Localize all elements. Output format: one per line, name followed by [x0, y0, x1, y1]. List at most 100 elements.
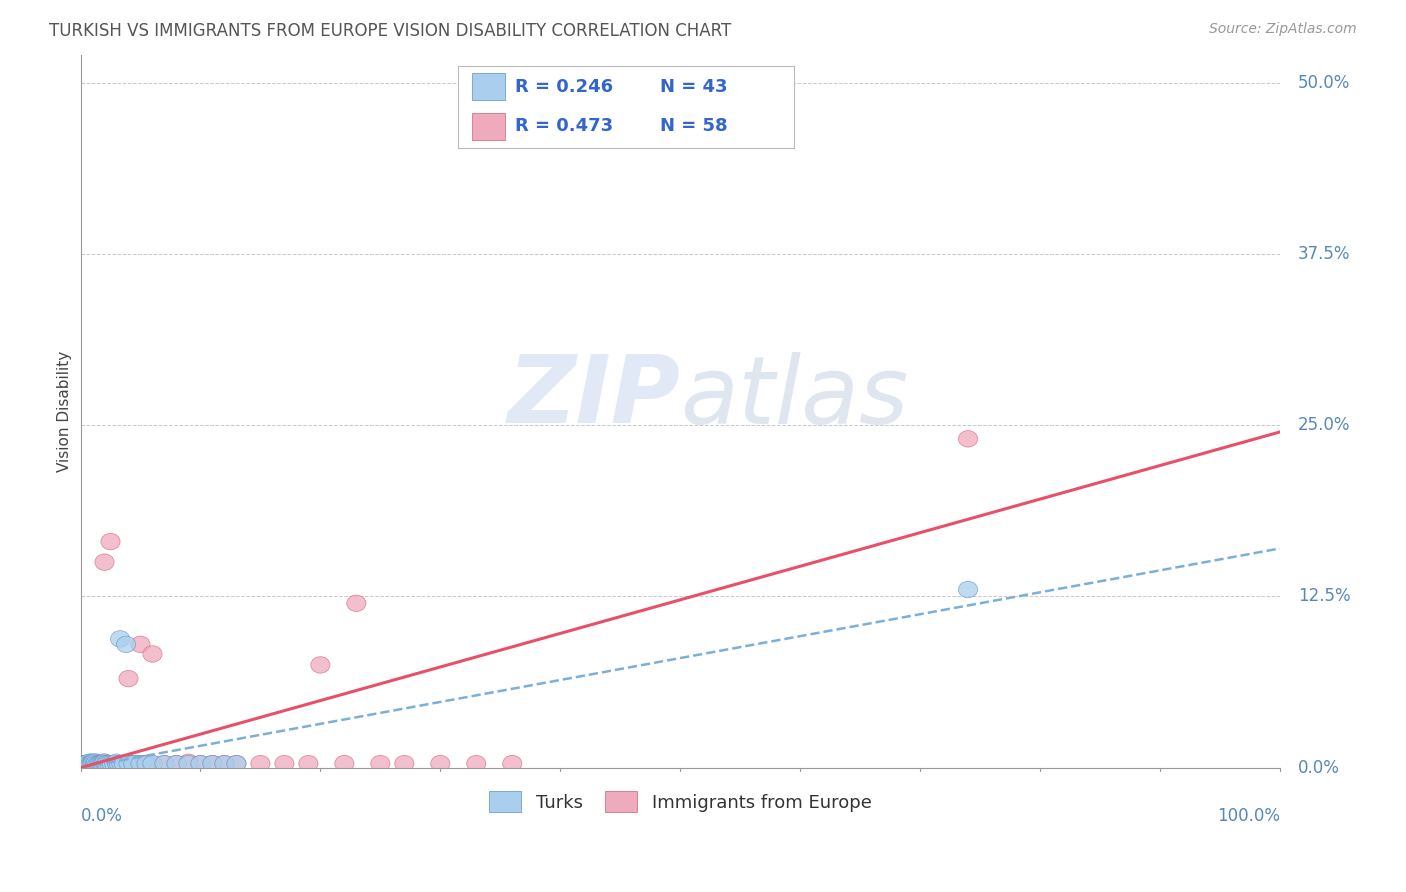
Ellipse shape: [395, 756, 413, 772]
Ellipse shape: [215, 756, 233, 772]
Ellipse shape: [143, 756, 162, 772]
Ellipse shape: [79, 754, 98, 771]
Ellipse shape: [127, 756, 145, 772]
Ellipse shape: [191, 756, 209, 772]
Ellipse shape: [97, 756, 117, 772]
Ellipse shape: [89, 756, 108, 772]
Ellipse shape: [179, 756, 198, 772]
Ellipse shape: [75, 756, 94, 772]
Text: 50.0%: 50.0%: [1298, 73, 1350, 92]
Ellipse shape: [96, 754, 114, 771]
Ellipse shape: [110, 756, 128, 772]
Ellipse shape: [215, 756, 233, 772]
Ellipse shape: [97, 756, 117, 772]
Ellipse shape: [107, 754, 127, 771]
Ellipse shape: [82, 754, 101, 771]
Ellipse shape: [136, 756, 156, 772]
Text: TURKISH VS IMMIGRANTS FROM EUROPE VISION DISABILITY CORRELATION CHART: TURKISH VS IMMIGRANTS FROM EUROPE VISION…: [49, 22, 731, 40]
Ellipse shape: [79, 756, 97, 772]
Ellipse shape: [80, 756, 100, 772]
Ellipse shape: [111, 756, 131, 772]
Ellipse shape: [87, 754, 105, 771]
Ellipse shape: [96, 554, 114, 570]
Ellipse shape: [143, 646, 162, 662]
Ellipse shape: [959, 582, 977, 598]
Ellipse shape: [124, 756, 143, 772]
Ellipse shape: [299, 756, 318, 772]
Ellipse shape: [93, 756, 111, 772]
Ellipse shape: [104, 756, 124, 772]
Ellipse shape: [120, 756, 138, 772]
Ellipse shape: [114, 756, 134, 772]
Ellipse shape: [335, 756, 354, 772]
Ellipse shape: [73, 756, 93, 772]
Ellipse shape: [155, 756, 174, 772]
Ellipse shape: [103, 756, 121, 772]
Ellipse shape: [101, 756, 120, 772]
Ellipse shape: [80, 756, 100, 772]
Ellipse shape: [131, 636, 150, 653]
Ellipse shape: [77, 756, 96, 772]
Ellipse shape: [179, 754, 198, 771]
Text: ZIP: ZIP: [508, 351, 681, 443]
Ellipse shape: [89, 756, 108, 772]
Ellipse shape: [86, 756, 104, 772]
Ellipse shape: [87, 756, 107, 772]
Ellipse shape: [371, 756, 389, 772]
Text: 12.5%: 12.5%: [1298, 588, 1351, 606]
Ellipse shape: [86, 756, 104, 772]
Ellipse shape: [110, 756, 128, 772]
Ellipse shape: [91, 756, 111, 772]
Ellipse shape: [83, 756, 103, 772]
Ellipse shape: [87, 754, 105, 771]
Text: 0.0%: 0.0%: [80, 807, 122, 825]
Ellipse shape: [104, 756, 124, 772]
Ellipse shape: [143, 756, 162, 772]
Ellipse shape: [202, 756, 222, 772]
Ellipse shape: [131, 756, 150, 772]
Ellipse shape: [98, 756, 118, 772]
Y-axis label: Vision Disability: Vision Disability: [58, 351, 72, 472]
Ellipse shape: [131, 756, 150, 772]
Ellipse shape: [311, 657, 330, 673]
Ellipse shape: [76, 756, 96, 772]
Text: atlas: atlas: [681, 351, 908, 442]
Ellipse shape: [117, 636, 136, 653]
Ellipse shape: [167, 756, 186, 772]
Ellipse shape: [959, 431, 977, 447]
Ellipse shape: [111, 756, 131, 772]
Ellipse shape: [90, 756, 110, 772]
Ellipse shape: [75, 756, 94, 772]
Ellipse shape: [91, 756, 111, 772]
Ellipse shape: [100, 756, 120, 772]
Ellipse shape: [79, 756, 98, 772]
Text: Source: ZipAtlas.com: Source: ZipAtlas.com: [1209, 22, 1357, 37]
Ellipse shape: [202, 756, 222, 772]
Ellipse shape: [117, 756, 136, 772]
Ellipse shape: [503, 756, 522, 772]
Ellipse shape: [84, 754, 103, 771]
Ellipse shape: [467, 756, 486, 772]
Ellipse shape: [226, 756, 246, 772]
Ellipse shape: [191, 756, 209, 772]
Ellipse shape: [73, 756, 93, 772]
Ellipse shape: [84, 756, 103, 772]
Ellipse shape: [274, 756, 294, 772]
Ellipse shape: [83, 756, 103, 772]
Ellipse shape: [136, 756, 156, 772]
Text: 0.0%: 0.0%: [1298, 759, 1340, 777]
Ellipse shape: [87, 756, 107, 772]
Ellipse shape: [107, 756, 127, 772]
Ellipse shape: [96, 756, 115, 772]
Ellipse shape: [167, 756, 186, 772]
Text: 100.0%: 100.0%: [1216, 807, 1279, 825]
Ellipse shape: [121, 756, 141, 772]
Ellipse shape: [90, 756, 110, 772]
Ellipse shape: [79, 756, 97, 772]
Ellipse shape: [250, 756, 270, 772]
Ellipse shape: [93, 756, 111, 772]
Ellipse shape: [103, 756, 121, 772]
Ellipse shape: [82, 756, 101, 772]
Ellipse shape: [347, 595, 366, 612]
Ellipse shape: [111, 631, 129, 647]
